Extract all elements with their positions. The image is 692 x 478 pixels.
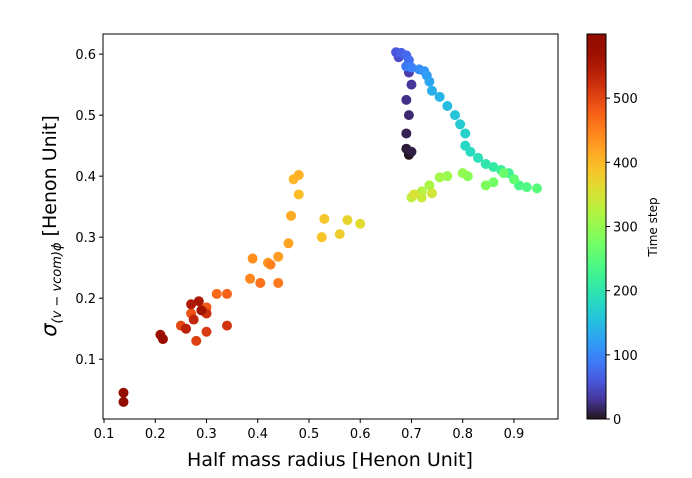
y-tick-label: 0.6 <box>75 48 96 63</box>
point <box>488 177 499 188</box>
point <box>473 152 484 163</box>
point <box>460 128 471 139</box>
x-tick-label: 0.5 <box>299 427 320 442</box>
y-tick-label: 0.1 <box>75 353 96 368</box>
x-tick-label: 0.7 <box>401 427 422 442</box>
point <box>434 91 445 102</box>
y-tick-label: 0.5 <box>75 109 96 124</box>
point <box>434 172 445 183</box>
colorbar-tick-label: 0 <box>613 413 621 428</box>
point <box>480 158 491 169</box>
colorbar-tick-label: 300 <box>613 221 638 236</box>
y-axis-label: σ(v − vcom)ϕ [Henon Unit] <box>37 115 65 337</box>
point <box>221 320 232 331</box>
point <box>403 110 414 121</box>
point <box>186 299 197 310</box>
point <box>265 259 276 270</box>
point <box>498 168 509 179</box>
y-tick-label: 0.3 <box>75 231 96 246</box>
y-label-symbol: σ <box>37 323 61 337</box>
point <box>118 387 129 398</box>
point <box>457 168 468 179</box>
point <box>442 171 453 182</box>
point <box>316 232 327 243</box>
point <box>426 85 437 96</box>
point <box>188 314 199 325</box>
y-tick-label: 0.4 <box>75 170 96 185</box>
point <box>521 182 532 193</box>
point <box>221 288 232 299</box>
point <box>424 180 435 191</box>
point <box>319 213 330 224</box>
point <box>531 183 542 194</box>
point <box>255 277 266 288</box>
point <box>157 334 168 345</box>
point <box>247 253 258 264</box>
x-tick-label: 0.3 <box>196 427 217 442</box>
point <box>465 146 476 157</box>
x-tick-label: 0.6 <box>350 427 371 442</box>
point <box>196 305 207 316</box>
point <box>455 119 466 130</box>
point <box>416 192 427 203</box>
point <box>211 288 222 299</box>
x-tick-label: 0.8 <box>452 427 473 442</box>
point <box>480 180 491 191</box>
point <box>424 76 435 87</box>
plot-area <box>103 34 558 419</box>
colorbar-label: Time step <box>646 197 660 257</box>
point <box>245 273 256 284</box>
point <box>193 296 204 307</box>
point <box>355 218 366 229</box>
colorbar-tick-label: 400 <box>613 156 638 171</box>
point <box>508 174 519 185</box>
x-tick-label: 0.9 <box>504 427 525 442</box>
point <box>442 100 453 111</box>
point <box>426 188 437 199</box>
point <box>488 162 499 173</box>
point <box>401 94 412 105</box>
colorbar <box>586 33 607 420</box>
point <box>191 335 202 346</box>
point <box>293 169 304 180</box>
x-tick-label: 0.1 <box>94 427 115 442</box>
point <box>118 396 129 407</box>
colorbar-tick-label: 200 <box>613 285 638 300</box>
point <box>409 189 420 200</box>
point <box>201 326 212 337</box>
point <box>406 62 417 73</box>
point <box>283 238 294 249</box>
point <box>450 110 461 121</box>
point <box>401 128 412 139</box>
point <box>181 323 192 334</box>
colorbar-tick-label: 500 <box>613 92 638 107</box>
point <box>342 215 353 226</box>
point <box>334 229 345 240</box>
x-tick-label: 0.4 <box>247 427 268 442</box>
colorbar-tick-label: 100 <box>613 349 638 364</box>
x-tick-label: 0.2 <box>145 427 166 442</box>
y-label-unit: [Henon Unit] <box>39 115 61 236</box>
point <box>293 189 304 200</box>
point <box>273 277 284 288</box>
y-label-subscript: (v − vcom)ϕ <box>50 242 65 323</box>
point <box>406 146 417 157</box>
x-axis-label: Half mass radius [Henon Unit] <box>187 449 473 471</box>
point <box>406 79 417 90</box>
y-tick-label: 0.2 <box>75 292 96 307</box>
point <box>286 210 297 221</box>
plot-frame <box>102 33 559 420</box>
point <box>273 251 284 262</box>
